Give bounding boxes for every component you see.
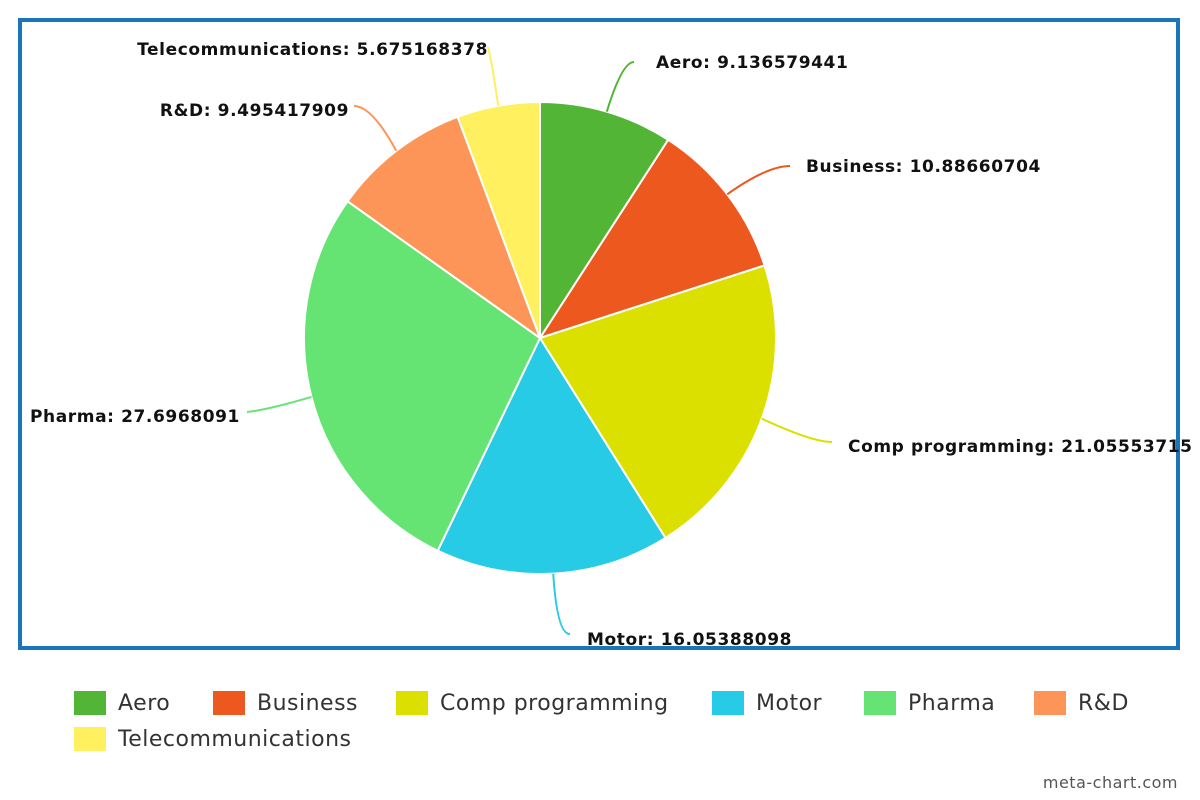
connector-pharma (246, 396, 312, 413)
pie-chart: Aero: 9.136579441 Business: 10.88660704 Co… (30, 40, 1192, 650)
legend-label-comp-programming: Comp programming (440, 690, 669, 716)
legend-label-telecommunications: Telecommunications (118, 726, 352, 752)
connector-business (726, 165, 791, 196)
connector-telecommunications (487, 46, 500, 106)
legend-label-motor: Motor (756, 690, 823, 716)
legend-swatch-business (213, 691, 245, 715)
legend-item-pharma[interactable]: Pharma (864, 686, 995, 720)
connector-aero (605, 61, 635, 112)
data-label-pharma: Pharma: 27.6968091 (30, 407, 240, 427)
data-label-business: Business: 10.88660704 (806, 157, 1041, 177)
data-label-comp-programming: Comp programming: 21.05553715 (848, 437, 1193, 457)
chart-frame: Aero: 9.136579441 Business: 10.88660704 Co… (18, 18, 1192, 650)
pie-slice-pharma[interactable] (303, 199, 542, 553)
legend-swatch-motor (712, 691, 744, 715)
connector-rd (353, 105, 398, 152)
legend-label-aero: Aero (118, 690, 171, 716)
legend-item-comp-programming[interactable]: Comp programming (396, 686, 669, 720)
legend-item-telecommunications[interactable]: Telecommunications (74, 722, 351, 756)
legend-item-motor[interactable]: Motor (712, 686, 822, 720)
legend-swatch-pharma (864, 691, 896, 715)
pie-slice-business[interactable] (537, 138, 766, 340)
legend-swatch-comp-programming (396, 691, 428, 715)
legend-swatch-telecommunications (74, 727, 106, 751)
data-label-rd: R&D: 9.495417909 (160, 101, 349, 121)
data-label-motor: Motor: 16.05388098 (587, 630, 792, 650)
credit-text[interactable]: meta-chart.com (1042, 773, 1178, 792)
legend-label-rd: R&D (1078, 690, 1129, 716)
legend-swatch-aero (74, 691, 106, 715)
pie-slice-rd[interactable] (346, 115, 543, 341)
legend-item-rd[interactable]: R&D (1034, 686, 1129, 720)
legend: Aero Business Comp programming Motor Pha… (74, 686, 1174, 766)
legend-label-pharma: Pharma (908, 690, 996, 716)
pie-slice-aero[interactable] (539, 100, 670, 342)
pie-slice-comp-programming[interactable] (538, 264, 777, 540)
pie-slice-telecommunications[interactable] (456, 100, 541, 339)
data-label-aero: Aero: 9.136579441 (656, 53, 848, 73)
legend-item-aero[interactable]: Aero (74, 686, 170, 720)
data-label-telecommunications: Telecommunications: 5.675168378 (137, 40, 488, 60)
legend-label-business: Business (257, 690, 359, 716)
connector-motor (552, 573, 571, 635)
legend-item-business[interactable]: Business (213, 686, 358, 720)
connector-comp-programming (761, 417, 833, 443)
pie-slice-motor[interactable] (436, 335, 667, 575)
legend-swatch-rd (1034, 691, 1066, 715)
